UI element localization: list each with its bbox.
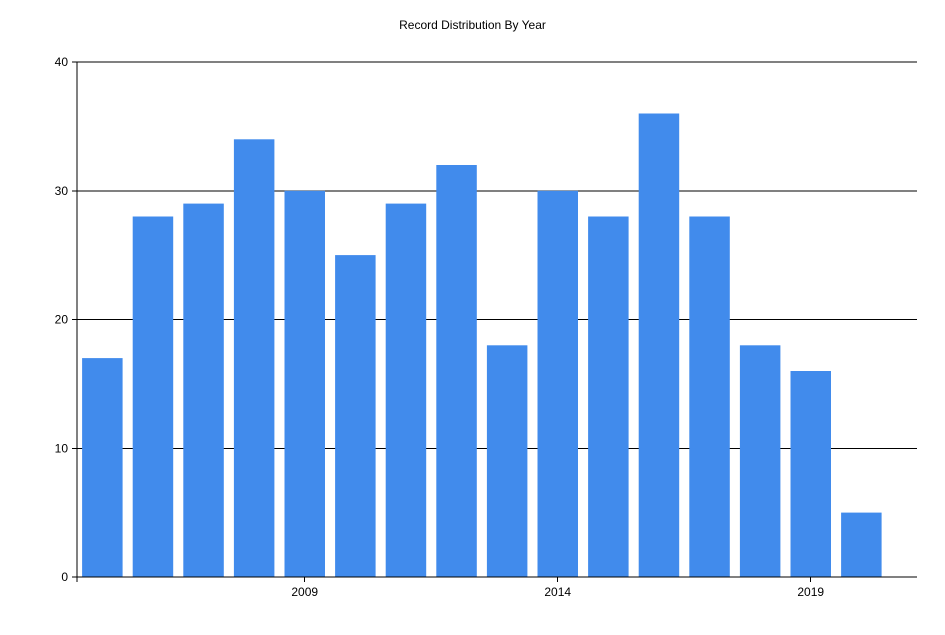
x-tick-label: 2014 bbox=[544, 585, 571, 599]
y-tick-label: 0 bbox=[61, 570, 68, 584]
bar-2015 bbox=[588, 216, 629, 577]
bar-2012 bbox=[436, 165, 477, 577]
bar-2020 bbox=[841, 512, 882, 577]
chart-title: Record Distribution By Year bbox=[399, 18, 546, 32]
bar-2006 bbox=[132, 216, 174, 577]
bar-2018 bbox=[739, 345, 781, 578]
bar-2011 bbox=[385, 203, 427, 577]
bar-2019 bbox=[790, 371, 831, 577]
bar-2013 bbox=[486, 345, 528, 578]
bar-2016 bbox=[638, 113, 680, 577]
y-tick-label: 30 bbox=[55, 184, 69, 198]
y-tick-label: 20 bbox=[55, 313, 69, 327]
bar-2007 bbox=[183, 203, 224, 577]
x-tick-label: 2019 bbox=[797, 585, 824, 599]
bar-2005 bbox=[82, 358, 123, 577]
y-tick-label: 10 bbox=[55, 441, 69, 455]
bar-2008 bbox=[233, 139, 275, 578]
x-tick-label: 2009 bbox=[291, 585, 318, 599]
y-tick-label: 40 bbox=[55, 55, 69, 69]
bar-2017 bbox=[689, 216, 730, 577]
bar-2010 bbox=[335, 255, 376, 577]
bar-2014 bbox=[537, 190, 578, 578]
bar-2009 bbox=[284, 190, 325, 578]
